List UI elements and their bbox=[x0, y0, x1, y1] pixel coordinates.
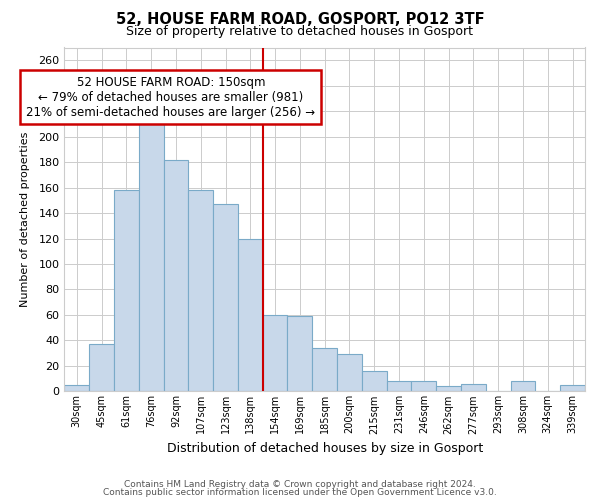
Bar bbox=[114, 190, 139, 392]
Bar bbox=[312, 348, 337, 392]
Bar bbox=[560, 385, 585, 392]
Bar bbox=[287, 316, 312, 392]
Bar bbox=[213, 204, 238, 392]
Text: Contains HM Land Registry data © Crown copyright and database right 2024.: Contains HM Land Registry data © Crown c… bbox=[124, 480, 476, 489]
Bar bbox=[337, 354, 362, 392]
Bar bbox=[511, 381, 535, 392]
Y-axis label: Number of detached properties: Number of detached properties bbox=[20, 132, 30, 307]
Text: 52, HOUSE FARM ROAD, GOSPORT, PO12 3TF: 52, HOUSE FARM ROAD, GOSPORT, PO12 3TF bbox=[116, 12, 484, 28]
Bar bbox=[461, 384, 486, 392]
Text: Contains public sector information licensed under the Open Government Licence v3: Contains public sector information licen… bbox=[103, 488, 497, 497]
Text: 52 HOUSE FARM ROAD: 150sqm
← 79% of detached houses are smaller (981)
21% of sem: 52 HOUSE FARM ROAD: 150sqm ← 79% of deta… bbox=[26, 76, 316, 118]
Bar bbox=[64, 385, 89, 392]
Bar bbox=[139, 114, 164, 392]
Bar bbox=[386, 381, 412, 392]
Text: Size of property relative to detached houses in Gosport: Size of property relative to detached ho… bbox=[127, 25, 473, 38]
Bar bbox=[238, 238, 263, 392]
Bar bbox=[164, 160, 188, 392]
X-axis label: Distribution of detached houses by size in Gosport: Distribution of detached houses by size … bbox=[167, 442, 483, 455]
Bar bbox=[263, 315, 287, 392]
Bar bbox=[412, 381, 436, 392]
Bar bbox=[362, 371, 386, 392]
Bar bbox=[436, 386, 461, 392]
Bar bbox=[188, 190, 213, 392]
Bar bbox=[89, 344, 114, 392]
